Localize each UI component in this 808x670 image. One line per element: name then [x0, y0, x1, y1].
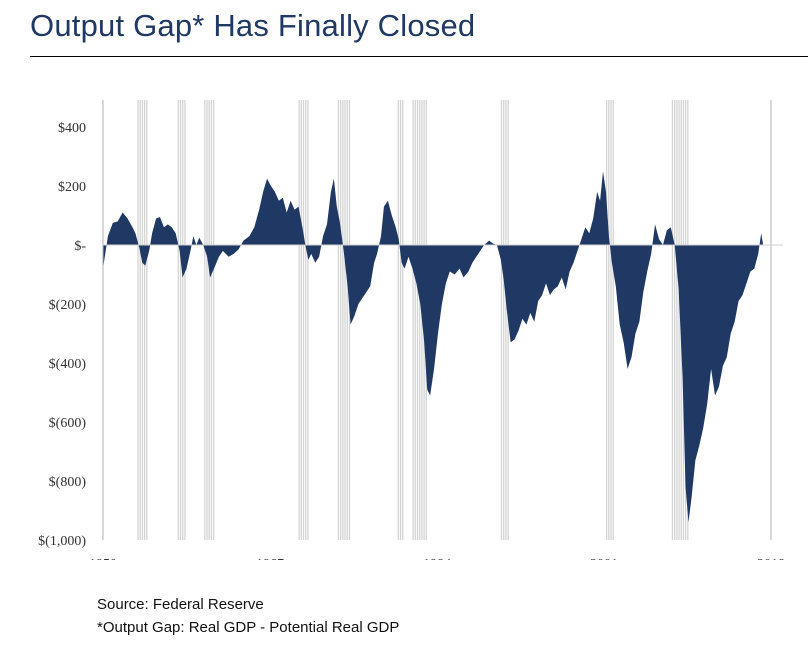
recession-stripe	[676, 100, 678, 540]
title-divider	[30, 56, 808, 57]
recession-stripe	[210, 100, 213, 540]
x-tick-label: 1950	[89, 557, 117, 560]
recession-stripe	[339, 100, 342, 540]
recession-band	[204, 100, 215, 540]
recession-stripe	[344, 100, 346, 540]
recession-stripe	[678, 100, 680, 540]
recession-stripe	[139, 100, 141, 540]
recession-stripe	[208, 100, 210, 540]
recession-stripe	[421, 100, 423, 540]
recession-stripe	[298, 100, 300, 540]
recession-stripe	[673, 100, 676, 540]
recession-stripe	[348, 100, 351, 540]
recession-stripe	[204, 100, 206, 540]
recession-stripe	[419, 100, 421, 540]
recession-stripe	[337, 100, 340, 540]
recession-stripe	[302, 100, 305, 540]
recession-stripe	[177, 100, 179, 540]
recession-stripe	[184, 100, 186, 540]
recession-stripe	[414, 100, 416, 540]
recession-stripe	[397, 100, 400, 540]
output-gap-area	[103, 171, 764, 523]
output-gap-definition: *Output Gap: Real GDP - Potential Real G…	[97, 619, 400, 636]
recession-stripe	[143, 100, 146, 540]
recession-bands	[137, 100, 689, 540]
recession-stripe	[212, 100, 215, 540]
recession-band	[137, 100, 148, 540]
y-tick-label: $200	[58, 180, 86, 195]
x-tick-label: 1967	[256, 557, 284, 560]
x-tick-label: 2001	[590, 557, 618, 560]
recession-stripe	[141, 100, 144, 540]
recession-stripe	[671, 100, 674, 540]
recession-stripe	[346, 100, 348, 540]
recession-band	[605, 100, 614, 540]
output-gap-series	[103, 171, 764, 523]
chart-axes: $400 $200 $- $(200) $(400) $(600) $(800) $(1,00…	[38, 100, 785, 560]
y-tick-label: $(600)	[49, 416, 87, 431]
recession-stripe	[305, 100, 307, 540]
recession-stripe	[399, 100, 402, 540]
recession-stripe	[610, 100, 612, 540]
recession-stripe	[412, 100, 414, 540]
page-title: Output Gap* Has Finally Closed	[30, 8, 476, 43]
recession-band	[500, 100, 509, 540]
recession-stripe	[182, 100, 184, 540]
recession-stripe	[137, 100, 139, 540]
recession-band	[397, 100, 404, 540]
recession-stripe	[608, 100, 610, 540]
output-gap-chart: $400 $200 $- $(200) $(400) $(600) $(800) $(1,00…	[38, 100, 785, 560]
source-note: Source: Federal Reserve	[97, 596, 264, 613]
recession-band	[298, 100, 309, 540]
recession-stripe	[146, 100, 148, 540]
recession-stripe	[179, 100, 182, 540]
recession-stripe	[505, 100, 507, 540]
recession-stripe	[503, 100, 505, 540]
recession-stripe	[342, 100, 344, 540]
recession-stripe	[307, 100, 309, 540]
recession-stripe	[612, 100, 614, 540]
y-tick-label: $(1,000)	[38, 534, 86, 549]
recession-band	[337, 100, 351, 540]
recession-stripe	[206, 100, 208, 540]
recession-stripe	[605, 100, 608, 540]
y-tick-label: $(200)	[49, 298, 87, 313]
recession-stripe	[402, 100, 404, 540]
recession-stripe	[300, 100, 302, 540]
y-tick-label: $(400)	[49, 357, 87, 372]
y-tick-label: $400	[58, 121, 86, 136]
recession-stripe	[416, 100, 419, 540]
recession-stripe	[500, 100, 503, 540]
x-tick-label: 1984	[423, 557, 451, 560]
x-tick-label: 2018	[757, 557, 785, 560]
y-tick-label: $(800)	[49, 475, 87, 490]
recession-band	[177, 100, 186, 540]
y-tick-label: $-	[74, 239, 86, 254]
